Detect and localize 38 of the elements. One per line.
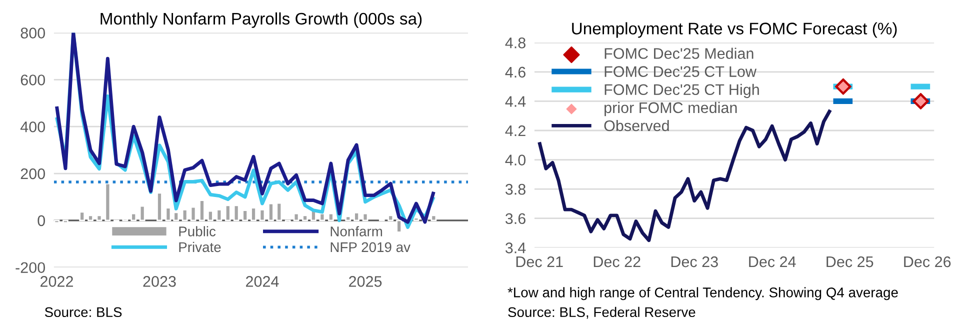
source-note: Source: BLS, Federal Reserve (508, 306, 696, 319)
legend-label: Observed (604, 120, 669, 132)
legend-label: Private (179, 242, 221, 252)
y-tick-label: 4.2 (505, 125, 526, 136)
y-tick-label: 4.0 (505, 154, 526, 166)
y-tick-label: 400 (20, 121, 45, 132)
legend-label: prior FOMC median (604, 102, 737, 116)
x-tick-label: Dec 21 (516, 256, 563, 268)
y-tick-label: 4.6 (505, 66, 526, 78)
legend-label: FOMC Dec'25 CT Low (604, 66, 757, 77)
x-tick-label: Dec 25 (826, 256, 874, 268)
chart-title: Unemployment Rate vs FOMC Forecast (%) (572, 22, 897, 38)
y-tick-label: 800 (20, 28, 45, 38)
legend-label: FOMC Dec'25 CT High (604, 84, 759, 98)
y-tick-label: 3.4 (505, 242, 526, 254)
x-tick-label: Dec 23 (671, 256, 718, 268)
legend-label: NFP 2019 av (330, 242, 410, 252)
legend-label: FOMC Dec'25 Median (604, 48, 754, 59)
y-tick-label: 0 (38, 215, 45, 226)
y-tick-label: 600 (20, 74, 45, 86)
y-tick-label: -200 (16, 262, 45, 274)
chart-title: Monthly Nonfarm Payrolls Growth (000s sa) (100, 12, 422, 28)
x-tick-label: 2023 (143, 276, 176, 287)
text: *Low and high range of Central Tendency. Showing Q4 average (508, 287, 898, 300)
x-tick-label: 2022 (40, 276, 73, 287)
source-note: Source: BLS (44, 307, 122, 318)
x-tick-label: Dec 22 (594, 256, 640, 268)
x-tick-label: Dec 26 (904, 256, 951, 268)
y-tick-label: 200 (20, 168, 45, 180)
legend-label: Public (179, 226, 216, 236)
x-tick-label: Dec 24 (749, 256, 796, 268)
y-tick-label: 3.6 (505, 213, 526, 224)
y-tick-label: 4.4 (505, 96, 526, 107)
y-tick-label: 4.8 (505, 38, 526, 48)
x-tick-label: 2024 (246, 276, 279, 287)
x-tick-label: 2025 (349, 276, 382, 287)
legend-label: Nonfarm (330, 226, 382, 236)
y-tick-label: 3.8 (505, 184, 526, 195)
